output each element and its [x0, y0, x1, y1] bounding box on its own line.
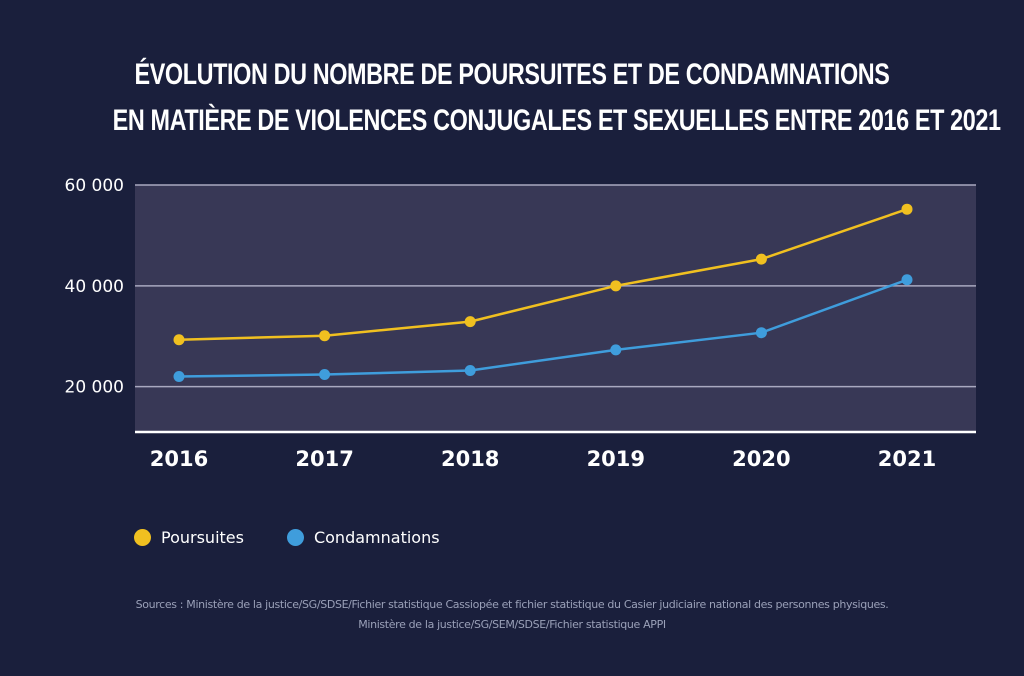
- data-point-poursuites-2020: [755, 253, 767, 265]
- y-tick-label: 40 000: [65, 277, 124, 297]
- x-tick-label-2017: 2017: [295, 447, 353, 471]
- data-point-condamnations-2019: [610, 344, 622, 356]
- legend: Poursuites Condamnations: [134, 528, 483, 547]
- sources-note: Sources : Ministère de la justice/SG/SDS…: [0, 595, 1024, 635]
- x-axis-ticks: 2016 2017 2018 2019 2020 2021: [150, 447, 936, 471]
- series-line-condamnations: [178, 278, 908, 378]
- series-line-poursuites: [178, 208, 908, 342]
- chart-title-line-2: EN MATIÈRE DE VIOLENCES CONJUGALES ET SE…: [112, 104, 1001, 137]
- gridlines: [135, 184, 976, 388]
- legend-label-poursuites: Poursuites: [161, 528, 244, 547]
- chart-title: ÉVOLUTION DU NOMBRE DE POURSUITES ET DE …: [0, 52, 1024, 144]
- data-point-condamnations-2021: [901, 274, 913, 286]
- x-tick-label-2021: 2021: [878, 447, 936, 471]
- data-point-condamnations-2020: [755, 327, 767, 339]
- series-group: [173, 203, 913, 383]
- chart-title-line-1: ÉVOLUTION DU NOMBRE DE POURSUITES ET DE …: [134, 58, 890, 91]
- sources-line-1: Sources : Ministère de la justice/SG/SDS…: [135, 598, 889, 611]
- x-tick-label-2018: 2018: [441, 447, 499, 471]
- sources-line-2: Ministère de la justice/SG/SEM/SDSE/Fich…: [358, 618, 666, 631]
- data-point-poursuites-2018: [464, 316, 476, 328]
- y-tick-label: 60 000: [65, 176, 124, 196]
- x-tick-label-2019: 2019: [587, 447, 645, 471]
- legend-item-poursuites: Poursuites: [134, 528, 244, 547]
- data-point-condamnations-2017: [319, 369, 331, 381]
- legend-marker-condamnations-icon: [286, 529, 304, 546]
- legend-label-condamnations: Condamnations: [313, 528, 440, 547]
- series-condamnations: [173, 274, 913, 383]
- legend-marker-poursuites-icon: [134, 529, 151, 546]
- plot-area: [135, 185, 976, 432]
- y-axis-ticks: 20 000 40 000 60 000: [65, 176, 124, 398]
- x-tick-label-2016: 2016: [150, 447, 208, 471]
- data-point-poursuites-2019: [610, 280, 622, 292]
- x-tick-label-2020: 2020: [732, 447, 790, 471]
- series-poursuites: [173, 203, 913, 346]
- data-point-poursuites-2016: [173, 334, 185, 346]
- data-point-condamnations-2018: [464, 365, 476, 377]
- data-point-poursuites-2021: [901, 203, 913, 215]
- data-point-poursuites-2017: [319, 330, 331, 342]
- legend-item-condamnations: Condamnations: [286, 528, 440, 547]
- data-point-condamnations-2016: [173, 371, 185, 383]
- y-tick-label: 20 000: [65, 378, 124, 398]
